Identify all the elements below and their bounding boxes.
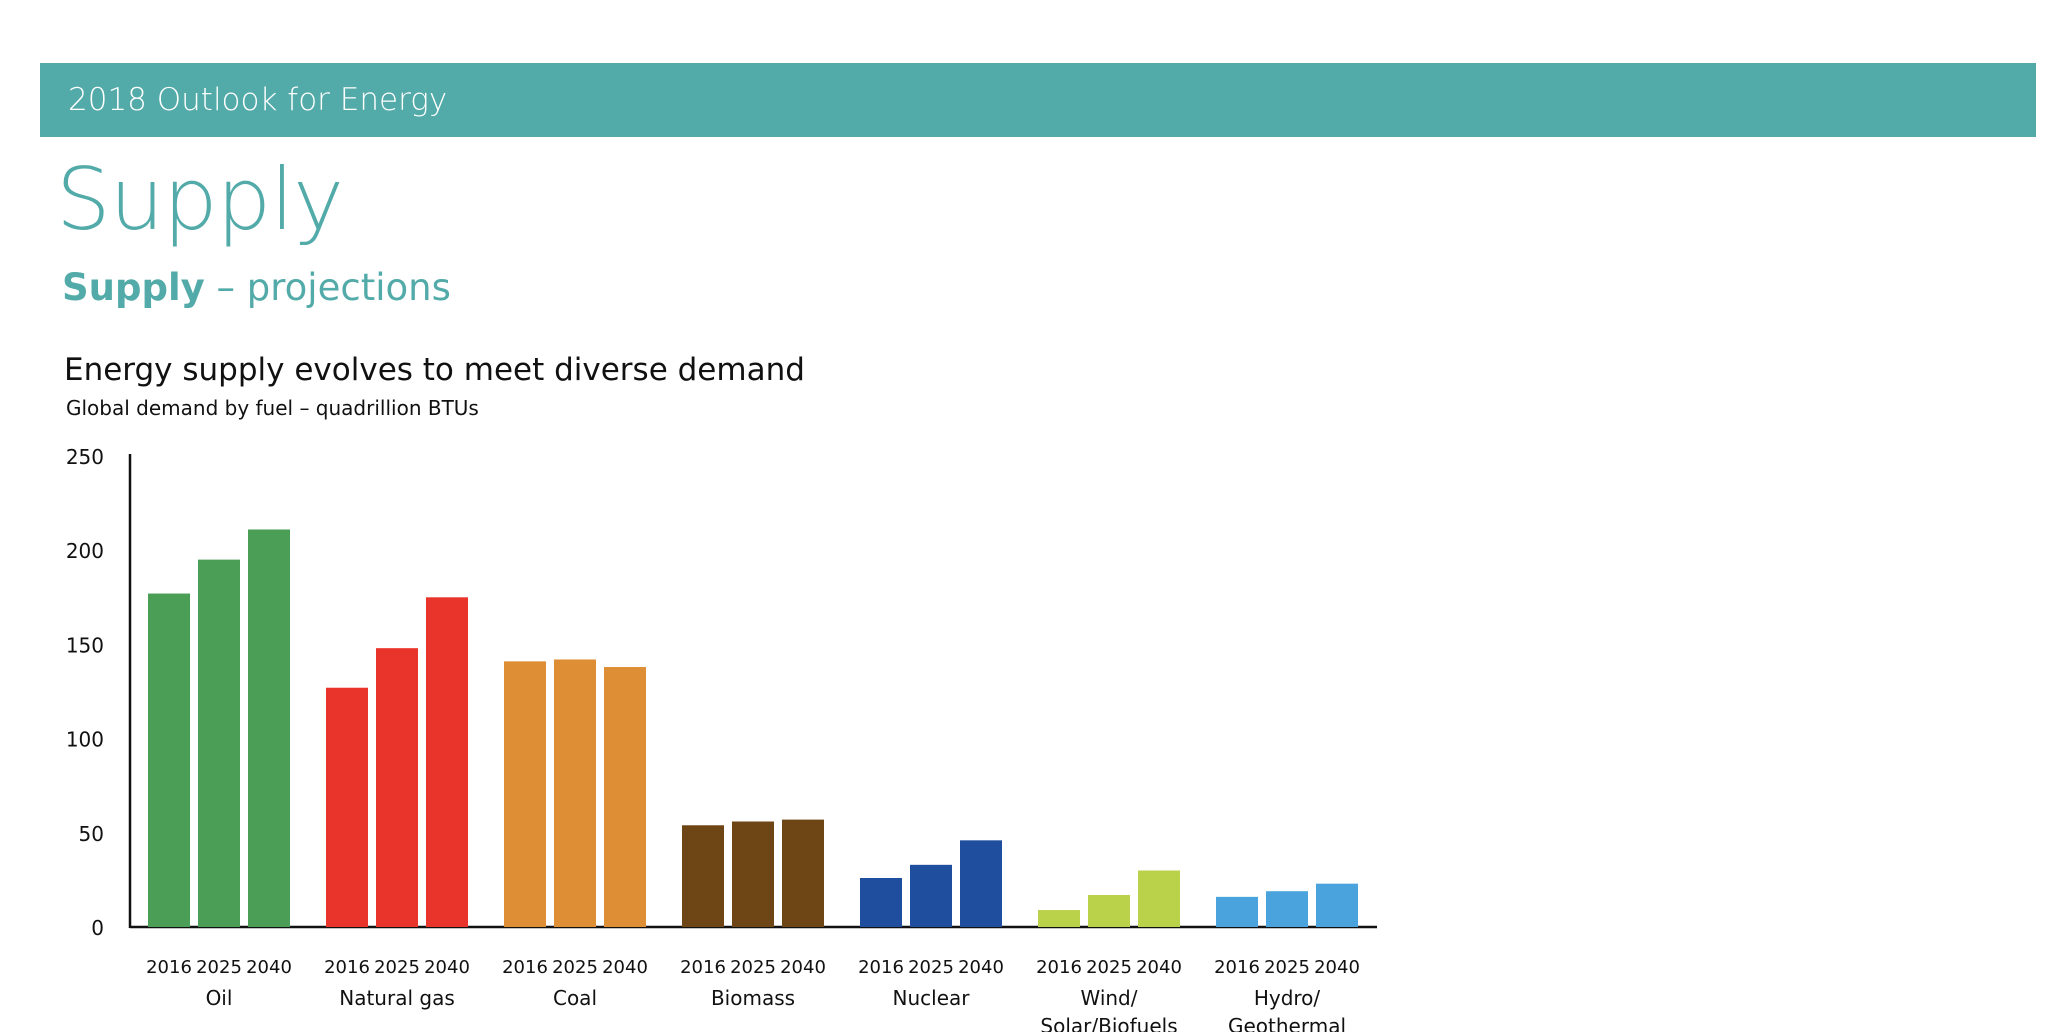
x-year-label: 2025 bbox=[552, 957, 598, 978]
x-year-label: 2016 bbox=[1214, 957, 1260, 978]
x-year-label: 2016 bbox=[858, 957, 904, 978]
x-year-label: 2040 bbox=[602, 957, 648, 978]
y-tick-label: 150 bbox=[66, 633, 104, 657]
bar bbox=[1266, 891, 1308, 927]
bar bbox=[148, 593, 190, 927]
x-year-label: 2040 bbox=[424, 957, 470, 978]
chart-subtitle: Global demand by fuel – quadrillion BTUs bbox=[66, 396, 479, 420]
chart-title: Energy supply evolves to meet diverse de… bbox=[64, 352, 805, 388]
category-label: Oil bbox=[206, 986, 233, 1010]
bar bbox=[198, 559, 240, 927]
x-year-label: 2025 bbox=[1086, 957, 1132, 978]
category-label: Hydro/ bbox=[1254, 986, 1321, 1010]
bar bbox=[1038, 910, 1080, 927]
bar bbox=[732, 821, 774, 927]
category-label: Biomass bbox=[711, 986, 795, 1010]
banner-title: 2018 Outlook for Energy bbox=[68, 82, 448, 118]
x-year-label: 2040 bbox=[958, 957, 1004, 978]
section-subtitle: Supply – projections bbox=[62, 266, 451, 309]
y-tick-label: 200 bbox=[66, 539, 104, 563]
section-subtitle-rest: – projections bbox=[204, 266, 451, 309]
x-year-label: 2025 bbox=[196, 957, 242, 978]
y-tick-label: 250 bbox=[66, 445, 104, 469]
bar bbox=[426, 597, 468, 927]
x-year-label: 2016 bbox=[1036, 957, 1082, 978]
y-tick-label: 0 bbox=[91, 916, 104, 940]
x-year-label: 2025 bbox=[374, 957, 420, 978]
x-year-label: 2040 bbox=[780, 957, 826, 978]
x-year-label: 2016 bbox=[502, 957, 548, 978]
bar bbox=[1088, 894, 1130, 927]
x-year-label: 2016 bbox=[324, 957, 370, 978]
bar bbox=[554, 659, 596, 927]
bar bbox=[248, 529, 290, 927]
bar bbox=[1216, 896, 1258, 927]
x-year-label: 2025 bbox=[1264, 957, 1310, 978]
x-year-label: 2016 bbox=[146, 957, 192, 978]
x-year-label: 2016 bbox=[680, 957, 726, 978]
category-label: Geothermal bbox=[1228, 1014, 1346, 1032]
bar bbox=[960, 840, 1002, 927]
category-label: Solar/Biofuels bbox=[1040, 1014, 1177, 1032]
bar bbox=[504, 661, 546, 927]
section-subtitle-bold: Supply bbox=[62, 266, 205, 309]
bar bbox=[910, 864, 952, 927]
bar bbox=[860, 878, 902, 927]
category-label: Wind/ bbox=[1080, 986, 1137, 1010]
y-tick-label: 100 bbox=[66, 728, 104, 752]
x-year-label: 2040 bbox=[1136, 957, 1182, 978]
header-banner: 2018 Outlook for Energy bbox=[40, 63, 2036, 137]
x-year-label: 2025 bbox=[730, 957, 776, 978]
category-label: Coal bbox=[553, 986, 597, 1010]
bar bbox=[376, 648, 418, 927]
bar bbox=[1138, 870, 1180, 927]
bar bbox=[1316, 883, 1358, 927]
y-tick-label: 50 bbox=[79, 822, 104, 846]
category-label: Natural gas bbox=[339, 986, 455, 1010]
x-year-label: 2040 bbox=[246, 957, 292, 978]
category-label: Nuclear bbox=[893, 986, 971, 1010]
bar bbox=[326, 687, 368, 927]
x-year-label: 2040 bbox=[1314, 957, 1360, 978]
section-title: Supply bbox=[56, 150, 344, 250]
bar bbox=[782, 819, 824, 927]
x-year-label: 2025 bbox=[908, 957, 954, 978]
bar bbox=[604, 667, 646, 927]
bar bbox=[682, 825, 724, 927]
